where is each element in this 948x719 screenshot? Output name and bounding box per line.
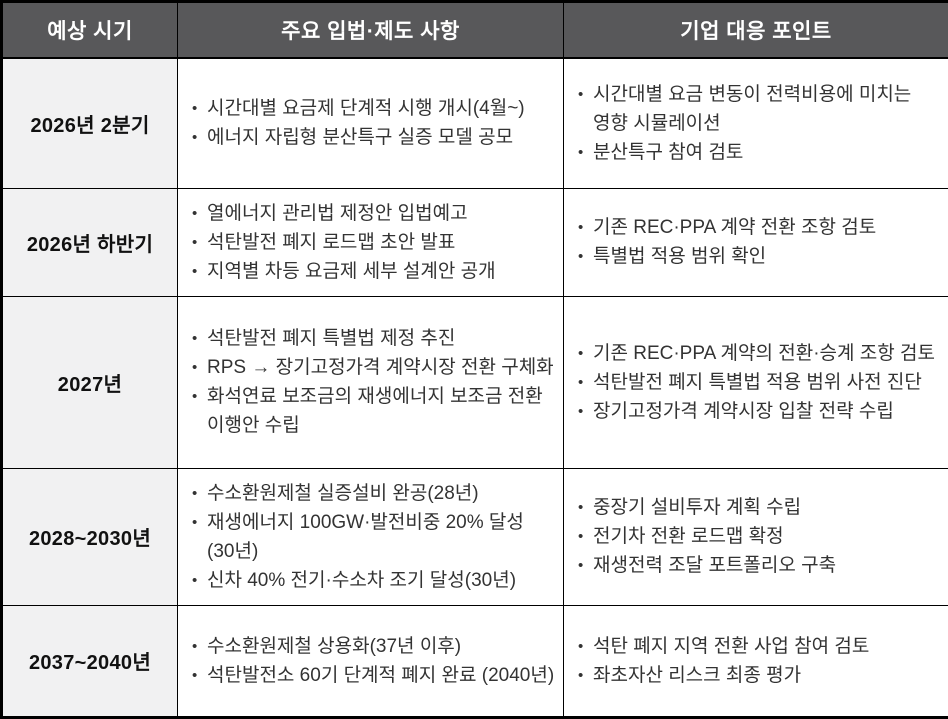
bullet-list: 수소환원제철 상용화(37년 이후) 석탄발전소 60기 단계적 폐지 완료 (… (190, 632, 555, 690)
bullet-list: 열에너지 관리법 제정안 입법예고 석탄발전 폐지 로드맵 초안 발표 지역별 … (190, 199, 555, 286)
period-label: 2037~2040년 (2, 605, 178, 717)
list-item: 석탄 폐지 지역 전환 사업 참여 검토 (576, 632, 940, 661)
response-cell: 시간대별 요금 변동이 전력비용에 미치는 영향 시뮬레이션 분산특구 참여 검… (564, 58, 948, 188)
list-item: 지역별 차등 요금제 세부 설계안 공개 (190, 257, 555, 286)
list-item: 장기고정가격 계약시장 입찰 전략 수립 (576, 397, 940, 426)
table-row-2037-2040: 2037~2040년 수소환원제철 상용화(37년 이후) 석탄발전소 60기 … (2, 605, 948, 717)
bullet-list: 수소환원제철 실증설비 완공(28년) 재생에너지 100GW·발전비중 20%… (190, 479, 555, 595)
list-item: 수소환원제철 상용화(37년 이후) (190, 632, 555, 661)
list-item: 전기차 전환 로드맵 확정 (576, 522, 940, 551)
response-cell: 기존 REC·PPA 계약의 전환·승계 조항 검토 석탄발전 폐지 특별법 적… (564, 296, 948, 468)
bullet-list: 석탄 폐지 지역 전환 사업 참여 검토 좌초자산 리스크 최종 평가 (576, 632, 940, 690)
list-item: 화석연료 보조금의 재생에너지 보조금 전환 이행안 수립 (190, 382, 555, 440)
bullet-list: 기존 REC·PPA 계약 전환 조항 검토 특별법 적용 범위 확인 (576, 213, 940, 271)
response-cell: 기존 REC·PPA 계약 전환 조항 검토 특별법 적용 범위 확인 (564, 188, 948, 296)
period-label: 2026년 2분기 (2, 58, 178, 188)
legislation-cell: 수소환원제철 상용화(37년 이후) 석탄발전소 60기 단계적 폐지 완료 (… (178, 605, 564, 717)
bullet-list: 중장기 설비투자 계획 수립 전기차 전환 로드맵 확정 재생전력 조달 포트폴… (576, 493, 940, 580)
list-item: 수소환원제철 실증설비 완공(28년) (190, 479, 555, 508)
bullet-list: 석탄발전 폐지 특별법 제정 추진 RPS → 장기고정가격 계약시장 전환 구… (190, 324, 555, 440)
bullet-list: 시간대별 요금제 단계적 시행 개시(4월~) 에너지 자립형 분산특구 실증 … (190, 94, 555, 152)
list-item: 기존 REC·PPA 계약의 전환·승계 조항 검토 (576, 339, 940, 368)
legislation-cell: 수소환원제철 실증설비 완공(28년) 재생에너지 100GW·발전비중 20%… (178, 468, 564, 605)
list-item: 특별법 적용 범위 확인 (576, 242, 940, 271)
list-item: 분산특구 참여 검토 (576, 138, 940, 167)
header-expected-timing: 예상 시기 (2, 2, 178, 59)
list-item: 석탄발전 폐지 로드맵 초안 발표 (190, 228, 555, 257)
list-item: 기존 REC·PPA 계약 전환 조항 검토 (576, 213, 940, 242)
list-item: 좌초자산 리스크 최종 평가 (576, 661, 940, 690)
period-label: 2026년 하반기 (2, 188, 178, 296)
legislation-cell: 열에너지 관리법 제정안 입법예고 석탄발전 폐지 로드맵 초안 발표 지역별 … (178, 188, 564, 296)
list-item: 석탄발전 폐지 특별법 제정 추진 (190, 324, 555, 353)
period-label: 2027년 (2, 296, 178, 468)
response-cell: 석탄 폐지 지역 전환 사업 참여 검토 좌초자산 리스크 최종 평가 (564, 605, 948, 717)
legislation-cell: 석탄발전 폐지 특별법 제정 추진 RPS → 장기고정가격 계약시장 전환 구… (178, 296, 564, 468)
header-corporate-response: 기업 대응 포인트 (564, 2, 948, 59)
table-row-2026-h2: 2026년 하반기 열에너지 관리법 제정안 입법예고 석탄발전 폐지 로드맵 … (2, 188, 948, 296)
list-item: 시간대별 요금 변동이 전력비용에 미치는 영향 시뮬레이션 (576, 80, 940, 138)
response-cell: 중장기 설비투자 계획 수립 전기차 전환 로드맵 확정 재생전력 조달 포트폴… (564, 468, 948, 605)
list-item: 재생에너지 100GW·발전비중 20% 달성(30년) (190, 508, 555, 566)
list-item: 중장기 설비투자 계획 수립 (576, 493, 940, 522)
header-legislation: 주요 입법·제도 사항 (178, 2, 564, 59)
list-item: 석탄발전소 60기 단계적 폐지 완료 (2040년) (190, 661, 555, 690)
table-row-2026-q2: 2026년 2분기 시간대별 요금제 단계적 시행 개시(4월~) 에너지 자립… (2, 58, 948, 188)
header-row: 예상 시기 주요 입법·제도 사항 기업 대응 포인트 (2, 2, 948, 59)
list-item: 신차 40% 전기·수소차 조기 달성(30년) (190, 566, 555, 595)
list-item: RPS → 장기고정가격 계약시장 전환 구체화 (190, 353, 555, 382)
table-row-2028-2030: 2028~2030년 수소환원제철 실증설비 완공(28년) 재생에너지 100… (2, 468, 948, 605)
legislation-cell: 시간대별 요금제 단계적 시행 개시(4월~) 에너지 자립형 분산특구 실증 … (178, 58, 564, 188)
period-label: 2028~2030년 (2, 468, 178, 605)
list-item: 에너지 자립형 분산특구 실증 모델 공모 (190, 123, 555, 152)
list-item: 재생전력 조달 포트폴리오 구축 (576, 551, 940, 580)
table-row-2027: 2027년 석탄발전 폐지 특별법 제정 추진 RPS → 장기고정가격 계약시… (2, 296, 948, 468)
list-item: 열에너지 관리법 제정안 입법예고 (190, 199, 555, 228)
list-item: 시간대별 요금제 단계적 시행 개시(4월~) (190, 94, 555, 123)
bullet-list: 기존 REC·PPA 계약의 전환·승계 조항 검토 석탄발전 폐지 특별법 적… (576, 339, 940, 426)
bullet-list: 시간대별 요금 변동이 전력비용에 미치는 영향 시뮬레이션 분산특구 참여 검… (576, 80, 940, 167)
list-item: 석탄발전 폐지 특별법 적용 범위 사전 진단 (576, 368, 940, 397)
